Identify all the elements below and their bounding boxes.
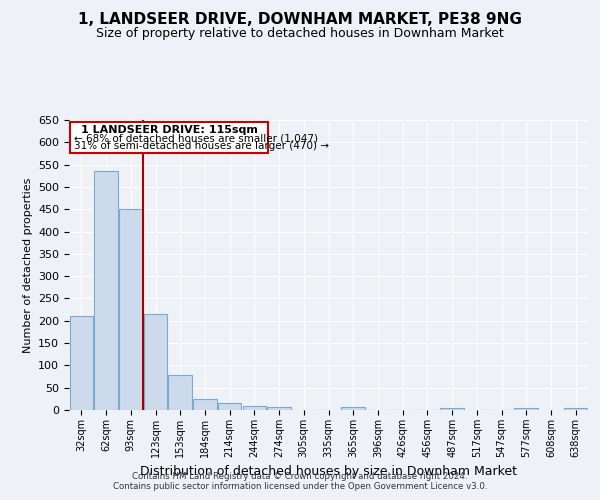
Text: 1, LANDSEER DRIVE, DOWNHAM MARKET, PE38 9NG: 1, LANDSEER DRIVE, DOWNHAM MARKET, PE38 …: [78, 12, 522, 28]
Bar: [144, 314, 167, 410]
Bar: [70, 316, 93, 410]
Bar: [268, 407, 291, 410]
Text: ← 68% of detached houses are smaller (1,047): ← 68% of detached houses are smaller (1,…: [74, 134, 318, 143]
Bar: [341, 407, 365, 410]
Bar: [119, 209, 143, 410]
Bar: [440, 408, 464, 410]
Bar: [564, 408, 587, 410]
Text: Contains public sector information licensed under the Open Government Licence v3: Contains public sector information licen…: [113, 482, 487, 491]
Bar: [94, 172, 118, 410]
Bar: [218, 404, 241, 410]
Bar: [242, 406, 266, 410]
Bar: [514, 408, 538, 410]
FancyBboxPatch shape: [70, 122, 268, 153]
Text: 31% of semi-detached houses are larger (470) →: 31% of semi-detached houses are larger (…: [74, 142, 329, 152]
Text: 1 LANDSEER DRIVE: 115sqm: 1 LANDSEER DRIVE: 115sqm: [80, 126, 257, 136]
X-axis label: Distribution of detached houses by size in Downham Market: Distribution of detached houses by size …: [140, 466, 517, 478]
Text: Contains HM Land Registry data © Crown copyright and database right 2024.: Contains HM Land Registry data © Crown c…: [132, 472, 468, 481]
Text: Size of property relative to detached houses in Downham Market: Size of property relative to detached ho…: [96, 28, 504, 40]
Y-axis label: Number of detached properties: Number of detached properties: [23, 178, 32, 352]
Bar: [169, 375, 192, 410]
Bar: [193, 399, 217, 410]
